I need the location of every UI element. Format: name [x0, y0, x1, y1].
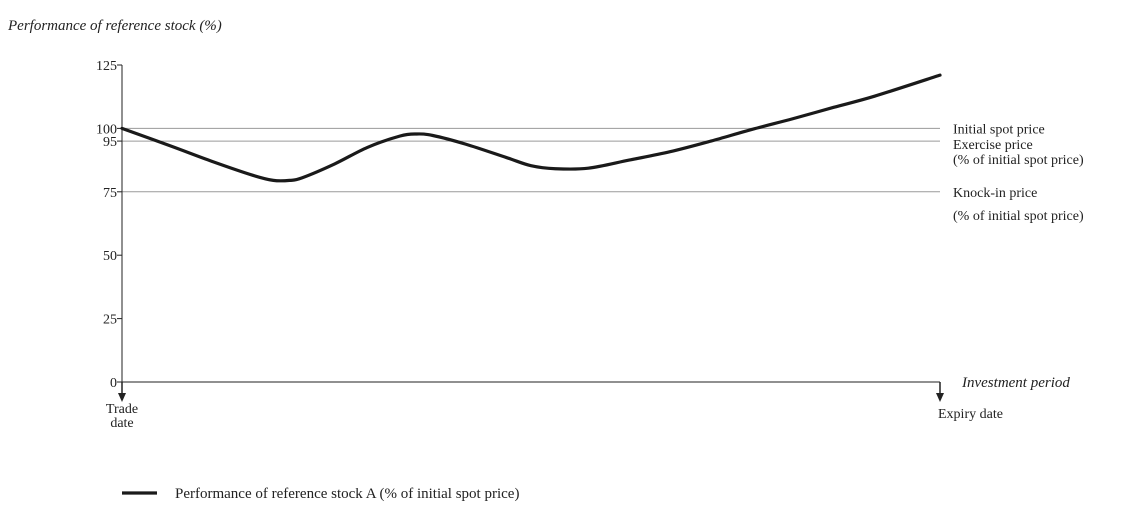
series-point: [873, 94, 876, 98]
ref-label-75: (% of initial spot price): [953, 209, 1084, 224]
series-point: [398, 134, 402, 138]
series-point: [272, 179, 275, 182]
series-point: [750, 128, 754, 131]
trade-date-label: Trade: [106, 402, 138, 417]
chart-title: Performance of reference stock (%): [7, 18, 222, 34]
reference-lines: [122, 127, 940, 193]
series-point: [300, 176, 304, 180]
series-point: [529, 164, 533, 167]
y-tick-label: 50: [103, 249, 117, 264]
x-axis-label: Investment period: [961, 375, 1070, 391]
legend: Performance of reference stock A (% of i…: [122, 486, 519, 502]
series-point: [120, 127, 124, 130]
series-point: [415, 132, 418, 136]
series-point: [169, 144, 173, 148]
series-point: [709, 139, 713, 143]
series-point: [668, 150, 672, 153]
y-tick-label: 100: [96, 122, 117, 137]
ref-label-100: Initial spot price: [953, 122, 1045, 137]
expiry-date-label: Expiry date: [938, 407, 1003, 422]
series-point: [938, 73, 942, 77]
series-point: [288, 179, 291, 182]
series-point: [464, 142, 467, 146]
series-point: [554, 167, 557, 170]
ref-label-95: (% of initial spot price): [953, 153, 1084, 168]
series-point: [587, 167, 590, 170]
legend-label: Performance of reference stock A (% of i…: [175, 486, 519, 502]
trade-date-label: date: [110, 416, 133, 431]
series-point: [431, 134, 435, 137]
series-group: [120, 73, 942, 183]
y-tick-label: 25: [103, 313, 117, 328]
y-tick-label: 95: [103, 135, 117, 150]
series-point: [251, 174, 255, 177]
series-point: [210, 160, 214, 163]
series-point: [627, 158, 631, 162]
axes: [121, 65, 940, 383]
series-point: [791, 117, 794, 120]
ref-label-95: Exercise price: [953, 138, 1033, 153]
series-point: [366, 146, 369, 149]
series-point: [832, 106, 835, 109]
series-point: [333, 162, 336, 166]
trade-date-arrow-arrowhead: [118, 393, 126, 402]
y-tick-label: 75: [103, 186, 117, 201]
ref-label-75: Knock-in price: [953, 186, 1037, 201]
series-point: [505, 156, 508, 159]
expiry-date-arrow-arrowhead: [936, 393, 944, 402]
y-tick-label: 125: [96, 59, 117, 74]
y-tick-label: 0: [110, 376, 117, 391]
